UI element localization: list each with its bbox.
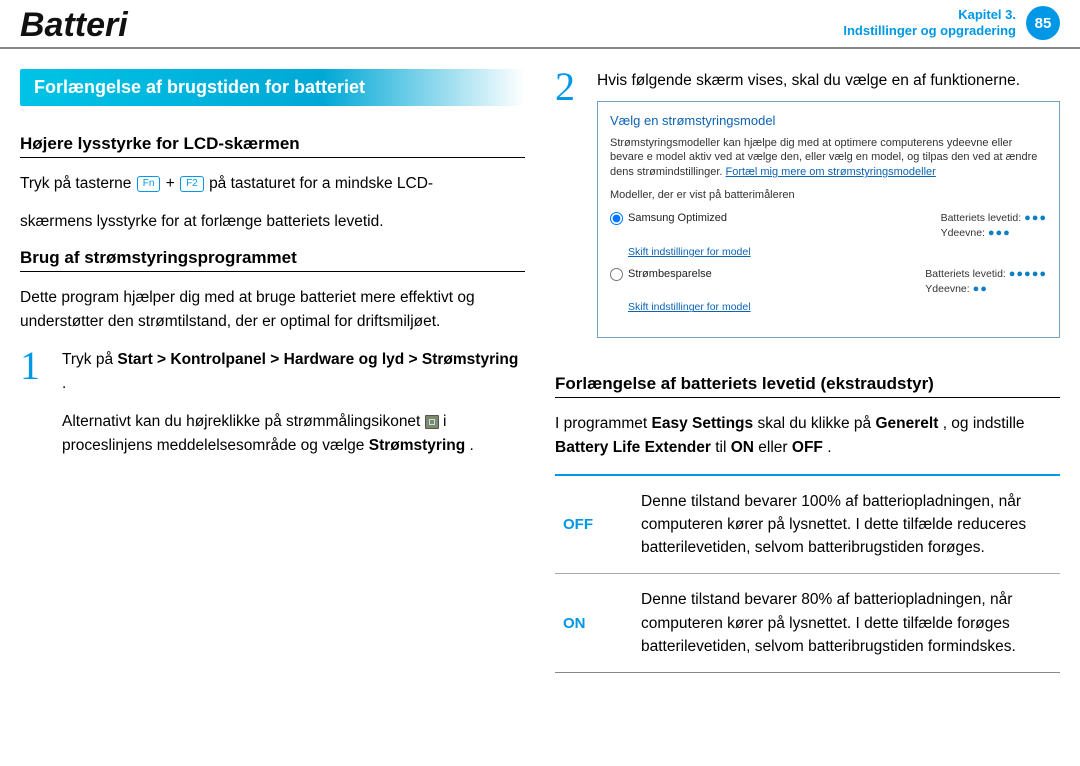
keycap-fn: Fn xyxy=(137,176,161,192)
step-1: 1 Tryk på Start > Kontrolpanel > Hardwar… xyxy=(20,348,525,472)
text: skal du klikke på xyxy=(757,415,875,432)
subheading-battery-extender: Forlængelse af batteriets levetid (ekstr… xyxy=(555,374,1060,398)
dialog-title: Vælg en strømstyringsmodel xyxy=(610,112,1047,130)
right-column: 2 Hvis følgende skærm vises, skal du væl… xyxy=(555,69,1060,673)
battery-extender-paragraph: I programmet Easy Settings skal du klikk… xyxy=(555,412,1060,460)
plan-2-name: Strømbesparelse xyxy=(628,267,712,282)
chapter-box: Kapitel 3. Indstillinger og opgradering … xyxy=(843,6,1060,40)
page-title: Batteri xyxy=(20,6,128,45)
power-plan-dialog: Vælg en strømstyringsmodel Strømstyrings… xyxy=(597,101,1060,338)
table-row-on: ON Denne tilstand bevarer 80% af batteri… xyxy=(555,573,1060,672)
text-bold: Easy Settings xyxy=(651,415,753,432)
step-2: 2 Hvis følgende skærm vises, skal du væl… xyxy=(555,69,1060,362)
off-description: Denne tilstand bevarer 100% af batteriop… xyxy=(641,490,1052,560)
brightness-paragraph-2: skærmens lysstyrke for at forlænge batte… xyxy=(20,210,525,234)
text: + xyxy=(166,175,179,192)
text: . xyxy=(827,439,831,456)
text: Tryk på tasterne xyxy=(20,175,136,192)
nav-path: Start > Kontrolpanel > Hardware og lyd >… xyxy=(117,351,518,368)
powermgmt-paragraph: Dette program hjælper dig med at bruge b… xyxy=(20,286,525,334)
left-column: Forlængelse af brugstiden for batteriet … xyxy=(20,69,525,673)
battery-extender-table: OFF Denne tilstand bevarer 100% af batte… xyxy=(555,474,1060,674)
text: . xyxy=(470,437,474,454)
text: på tastaturet for a mindske LCD- xyxy=(209,175,433,192)
plan-1-perf-dots: ●●● xyxy=(988,227,1011,239)
plan-2-perf-label: Ydeevne: xyxy=(925,283,969,295)
plan-2-life-dots: ●●●●● xyxy=(1009,268,1047,280)
power-meter-icon xyxy=(425,415,439,429)
text-bold: Battery Life Extender xyxy=(555,439,711,456)
plan-2-change-link[interactable]: Skift indstillinger for model xyxy=(628,300,1047,314)
keycap-f2: F2 xyxy=(180,176,204,192)
text: I programmet xyxy=(555,415,651,432)
text-bold: Strømstyring xyxy=(369,437,465,454)
text: Tryk på xyxy=(62,351,117,368)
chapter-line-1: Kapitel 3. xyxy=(843,7,1016,23)
text-bold: OFF xyxy=(792,439,823,456)
plan-1-life-dots: ●●● xyxy=(1024,212,1047,224)
dialog-note: Modeller, der er vist på batterimåleren xyxy=(610,188,1047,203)
chapter-line-2: Indstillinger og opgradering xyxy=(843,23,1016,39)
step-2-text: Hvis følgende skærm vises, skal du vælge… xyxy=(597,72,1020,89)
step-number-2: 2 xyxy=(555,69,587,362)
plan-2-radio[interactable] xyxy=(610,268,623,281)
text: , og indstille xyxy=(943,415,1025,432)
plan-2-perf-dots: ●● xyxy=(973,283,988,295)
text: til xyxy=(715,439,731,456)
page-number-badge: 85 xyxy=(1026,6,1060,40)
dialog-description: Strømstyringsmodeller kan hjælpe dig med… xyxy=(610,136,1047,181)
on-description: Denne tilstand bevarer 80% af batteriopl… xyxy=(641,588,1052,658)
plan-row-1: Samsung Optimized Batteriets levetid: ●●… xyxy=(610,211,1047,241)
text: . xyxy=(62,375,66,392)
step-number-1: 1 xyxy=(20,348,52,472)
dialog-learn-more-link[interactable]: Fortæl mig mere om strømstyringsmodeller xyxy=(726,166,936,178)
plan-1-change-link[interactable]: Skift indstillinger for model xyxy=(628,245,1047,259)
plan-1-perf-label: Ydeevne: xyxy=(941,227,985,239)
table-row-off: OFF Denne tilstand bevarer 100% af batte… xyxy=(555,476,1060,574)
brightness-paragraph: Tryk på tasterne Fn + F2 på tastaturet f… xyxy=(20,172,525,196)
subheading-brightness: Højere lysstyrke for LCD-skærmen xyxy=(20,134,525,158)
plan-row-2: Strømbesparelse Batteriets levetid: ●●●●… xyxy=(610,267,1047,297)
text: eller xyxy=(758,439,792,456)
plan-1-name: Samsung Optimized xyxy=(628,211,727,226)
text: Alternativt kan du højreklikke på strømm… xyxy=(62,413,425,430)
section-banner: Forlængelse af brugstiden for batteriet xyxy=(20,69,525,106)
title-underline xyxy=(0,47,1080,49)
off-label: OFF xyxy=(563,490,623,560)
plan-1-life-label: Batteriets levetid: xyxy=(941,212,1022,224)
on-label: ON xyxy=(563,588,623,658)
text-bold: Generelt xyxy=(875,415,938,432)
plan-1-radio[interactable] xyxy=(610,212,623,225)
text-bold: ON xyxy=(731,439,754,456)
subheading-powermgmt: Brug af strømstyringsprogrammet xyxy=(20,248,525,272)
plan-2-life-label: Batteriets levetid: xyxy=(925,268,1006,280)
